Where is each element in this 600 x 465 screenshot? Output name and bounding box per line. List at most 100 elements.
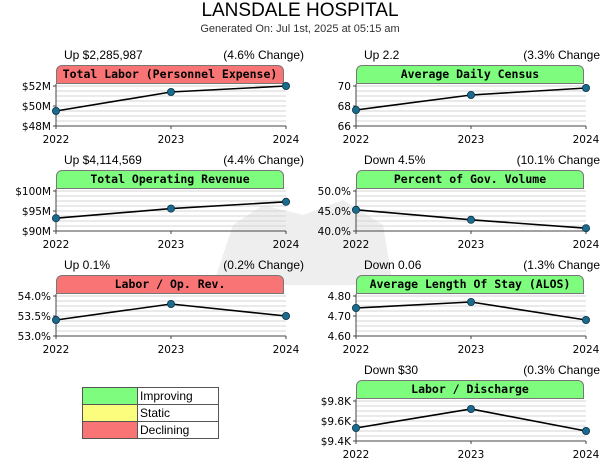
data-point bbox=[351, 423, 360, 432]
chart-panel-total-labor: Up $2,285,987 (4.6% Change) Total Labor … bbox=[56, 48, 306, 148]
x-tick-label: 2024 bbox=[573, 134, 600, 146]
x-tick-label: 2023 bbox=[458, 239, 485, 251]
y-tick-label: $9.8K bbox=[321, 396, 352, 408]
legend-label-static: Static bbox=[137, 404, 219, 422]
x-tick-label: 2022 bbox=[343, 344, 370, 356]
x-tick-label: 2024 bbox=[273, 134, 300, 146]
chart-title-banner: Total Labor (Personnel Expense) bbox=[56, 65, 284, 84]
y-tick-label: $95M bbox=[22, 206, 51, 218]
data-point bbox=[466, 215, 475, 224]
x-tick-label: 2022 bbox=[343, 239, 370, 251]
change-percent: (4.6% Change) bbox=[223, 48, 304, 62]
data-point bbox=[582, 84, 591, 93]
change-percent: (0.3% Change) bbox=[523, 363, 600, 377]
y-tick-label: 54.0% bbox=[18, 291, 51, 303]
y-tick-label: $50M bbox=[22, 101, 51, 113]
x-tick-label: 2023 bbox=[158, 344, 185, 356]
chart-panel-percent-gov-volume: Down 4.5% (10.1% Change) Percent of Gov.… bbox=[356, 153, 600, 253]
x-tick-label: 2024 bbox=[273, 344, 300, 356]
data-point bbox=[281, 82, 290, 91]
chart-title-banner: Labor / Discharge bbox=[356, 380, 584, 399]
data-point bbox=[281, 197, 290, 206]
y-tick-label: 70 bbox=[338, 81, 351, 93]
mini-chart: 40.0% 45.0% 50.0% 2022 2023 2024 bbox=[318, 186, 600, 251]
chart-panel-average-daily-census: Up 2.2 (3.3% Change) Average Daily Censu… bbox=[356, 48, 600, 148]
x-tick-label: 2022 bbox=[43, 134, 70, 146]
x-tick-label: 2022 bbox=[43, 344, 70, 356]
data-point bbox=[466, 91, 475, 100]
change-percent: (0.2% Change) bbox=[223, 258, 304, 272]
chart-title-banner: Percent of Gov. Volume bbox=[356, 170, 584, 189]
chart-panel-total-operating-revenue: Up $4,114,569 (4.4% Change) Total Operat… bbox=[56, 153, 306, 253]
data-point bbox=[582, 315, 591, 324]
chart-title-banner: Total Operating Revenue bbox=[56, 170, 284, 189]
y-tick-label: $100M bbox=[15, 186, 51, 198]
data-point bbox=[466, 404, 475, 413]
x-tick-label: 2023 bbox=[458, 134, 485, 146]
legend-item-declining: Declining bbox=[82, 421, 219, 439]
data-point bbox=[52, 214, 61, 223]
change-percent: (4.4% Change) bbox=[223, 153, 304, 167]
data-point bbox=[582, 426, 591, 435]
y-tick-label: 66 bbox=[338, 121, 352, 133]
y-tick-label: $48M bbox=[22, 121, 51, 133]
y-tick-label: 4.60 bbox=[328, 331, 351, 343]
x-tick-label: 2022 bbox=[343, 134, 370, 146]
x-tick-label: 2024 bbox=[573, 344, 600, 356]
data-point bbox=[166, 88, 175, 97]
data-point bbox=[351, 303, 360, 312]
legend-label-declining: Declining bbox=[137, 421, 219, 439]
x-tick-label: 2024 bbox=[573, 449, 600, 461]
x-tick-label: 2023 bbox=[158, 134, 185, 146]
x-tick-label: 2024 bbox=[573, 239, 600, 251]
y-tick-label: $90M bbox=[22, 226, 51, 238]
y-tick-label: $9.4K bbox=[321, 436, 352, 448]
page-title: LANSDALE HOSPITAL bbox=[201, 0, 399, 21]
x-tick-label: 2023 bbox=[158, 239, 185, 251]
data-point bbox=[52, 315, 61, 324]
y-tick-label: 53.5% bbox=[18, 311, 51, 323]
legend-item-improving: Improving bbox=[82, 387, 219, 405]
change-percent: (3.3% Change) bbox=[523, 48, 600, 62]
change-summary: Up 2.2 bbox=[364, 48, 400, 62]
mini-chart: 66 68 70 2022 2023 2024 bbox=[338, 81, 600, 146]
mini-chart: $90M $95M $100M 2022 2023 2024 bbox=[15, 186, 299, 251]
legend-swatch-declining bbox=[82, 421, 138, 439]
change-summary: Down $30 bbox=[364, 363, 419, 377]
change-percent: (1.3% Change) bbox=[523, 258, 600, 272]
legend-label-improving: Improving bbox=[137, 387, 219, 405]
change-summary: Down 4.5% bbox=[364, 153, 426, 167]
y-tick-label: 45.0% bbox=[318, 206, 351, 218]
y-tick-label: 68 bbox=[338, 101, 351, 113]
x-tick-label: 2022 bbox=[343, 449, 370, 461]
legend-swatch-improving bbox=[82, 387, 138, 405]
data-point bbox=[351, 205, 360, 214]
y-tick-label: 50.0% bbox=[318, 186, 351, 198]
change-summary: Up $4,114,569 bbox=[64, 153, 142, 167]
chart-title-banner: Average Daily Census bbox=[356, 65, 584, 84]
chart-title-banner: Labor / Op. Rev. bbox=[56, 275, 284, 294]
y-tick-label: 53.0% bbox=[18, 331, 51, 343]
y-tick-label: 4.80 bbox=[328, 291, 351, 303]
x-tick-label: 2022 bbox=[43, 239, 70, 251]
data-point bbox=[166, 204, 175, 213]
legend: Improving Static Declining bbox=[82, 387, 219, 439]
x-tick-label: 2024 bbox=[273, 239, 300, 251]
change-summary: Up 0.1% bbox=[64, 258, 111, 272]
mini-chart: 53.0% 53.5% 54.0% 2022 2023 2024 bbox=[18, 291, 300, 356]
change-summary: Down 0.06 bbox=[364, 258, 422, 272]
data-point bbox=[351, 106, 360, 115]
change-percent: (10.1% Change) bbox=[516, 153, 600, 167]
mini-chart: 4.60 4.70 4.80 2022 2023 2024 bbox=[328, 291, 600, 356]
data-point bbox=[582, 224, 591, 233]
mini-chart: $9.4K $9.6K $9.8K 2022 2023 2024 bbox=[321, 396, 600, 461]
chart-panel-labor-discharge: Down $30 (0.3% Change) Labor / Discharge bbox=[356, 363, 600, 463]
x-tick-label: 2023 bbox=[458, 344, 485, 356]
legend-item-static: Static bbox=[82, 404, 219, 422]
change-summary: Up $2,285,987 bbox=[64, 48, 143, 62]
mini-chart: $48M $50M $52M 2022 2023 2024 bbox=[22, 81, 300, 146]
data-point bbox=[52, 107, 61, 116]
chart-panel-labor-op-rev: Up 0.1% (0.2% Change) Labor / Op. Rev. bbox=[56, 258, 306, 358]
chart-title-banner: Average Length Of Stay (ALOS) bbox=[356, 275, 584, 294]
